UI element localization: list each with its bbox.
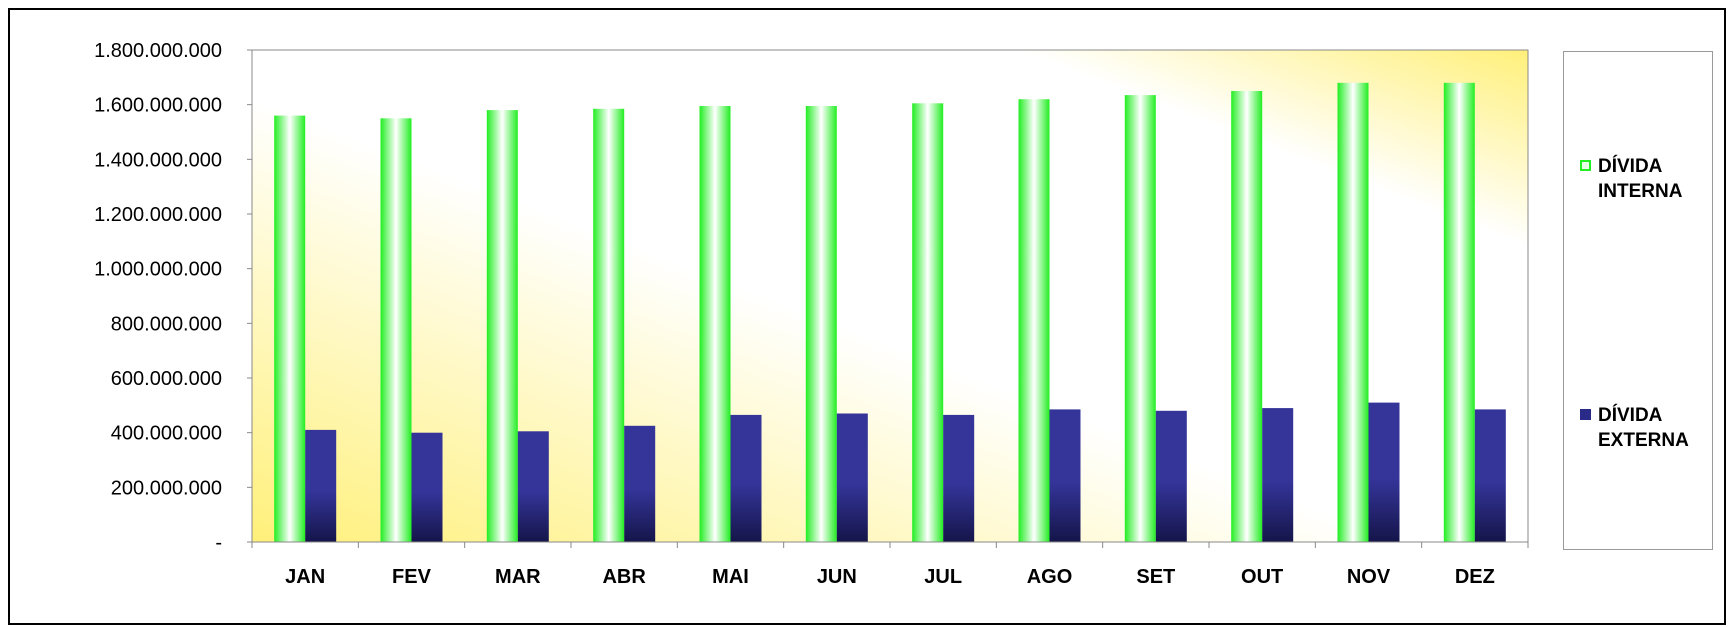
x-tick-label-jun: JUN: [817, 566, 857, 588]
bar-externa-nov: [1368, 402, 1400, 542]
legend: DÍVIDA INTERNA DÍVIDA EXTERNA: [1563, 51, 1713, 550]
plot-area: [251, 49, 1529, 543]
bar-externa-mai: [730, 414, 762, 542]
legend-label-interna: DÍVIDA INTERNA: [1598, 154, 1713, 204]
bar-externa-set: [1155, 410, 1187, 542]
bar-externa-abr: [624, 425, 656, 542]
bar-externa-fev: [411, 432, 443, 542]
y-tick-label: 1.200.000.000: [94, 204, 222, 226]
bar-interna-mar: [486, 110, 518, 542]
bar-interna-out: [1231, 91, 1263, 542]
y-tick-label: 1.400.000.000: [94, 149, 222, 171]
bar-interna-set: [1124, 95, 1156, 542]
x-tick-label-mai: MAI: [712, 566, 749, 588]
bar-interna-jun: [805, 106, 837, 542]
x-tick-label-jan: JAN: [285, 566, 325, 588]
x-tick-label-dez: DEZ: [1455, 566, 1495, 588]
bar-externa-jun: [836, 413, 868, 542]
bar-externa-dez: [1474, 409, 1506, 542]
legend-swatch-externa: [1580, 409, 1591, 420]
x-tick-label-abr: ABR: [602, 566, 646, 588]
legend-label-interna-line1: DÍVIDA: [1598, 156, 1663, 177]
y-tick-label: -: [215, 532, 222, 554]
x-tick-label-nov: NOV: [1347, 566, 1391, 588]
y-tick-label: 600.000.000: [111, 368, 222, 390]
bar-interna-nov: [1337, 82, 1369, 543]
bar-interna-fev: [380, 118, 412, 543]
x-tick-label-mar: MAR: [495, 566, 541, 588]
y-tick-label: 1.800.000.000: [94, 40, 222, 62]
y-tick-label: 1.000.000.000: [94, 259, 222, 281]
bar-externa-ago: [1049, 409, 1081, 542]
bar-externa-jul: [943, 414, 975, 542]
x-tick-label-set: SET: [1136, 566, 1175, 588]
bar-interna-ago: [1018, 99, 1050, 542]
bars-layer: [274, 82, 1506, 543]
x-tick-label-fev: FEV: [392, 566, 432, 588]
y-tick-label: 400.000.000: [111, 423, 222, 445]
y-tick-label: 200.000.000: [111, 477, 222, 499]
bar-interna-jul: [912, 103, 944, 543]
legend-label-externa-line1: DÍVIDA: [1598, 405, 1663, 426]
y-tick-label: 800.000.000: [111, 313, 222, 335]
bar-interna-dez: [1443, 82, 1475, 543]
bar-interna-abr: [593, 108, 625, 543]
bar-interna-jan: [274, 115, 306, 542]
legend-label-externa: DÍVIDA EXTERNA: [1598, 403, 1713, 453]
legend-label-externa-line2: EXTERNA: [1598, 430, 1689, 451]
x-tick-label-jul: JUL: [924, 566, 962, 588]
bar-interna-mai: [699, 106, 731, 542]
legend-label-interna-line2: INTERNA: [1598, 181, 1683, 202]
axes-layer: [247, 49, 1529, 548]
bar-externa-mar: [517, 431, 549, 542]
y-tick-label: 1.600.000.000: [94, 95, 222, 117]
x-tick-label-ago: AGO: [1027, 566, 1073, 588]
x-tick-label-out: OUT: [1241, 566, 1283, 588]
bar-externa-jan: [305, 429, 337, 542]
bar-externa-out: [1262, 408, 1294, 542]
legend-swatch-interna: [1580, 160, 1591, 171]
labels-layer: - 200.000.000 400.000.000 600.000.000 800.00…: [94, 40, 1495, 588]
